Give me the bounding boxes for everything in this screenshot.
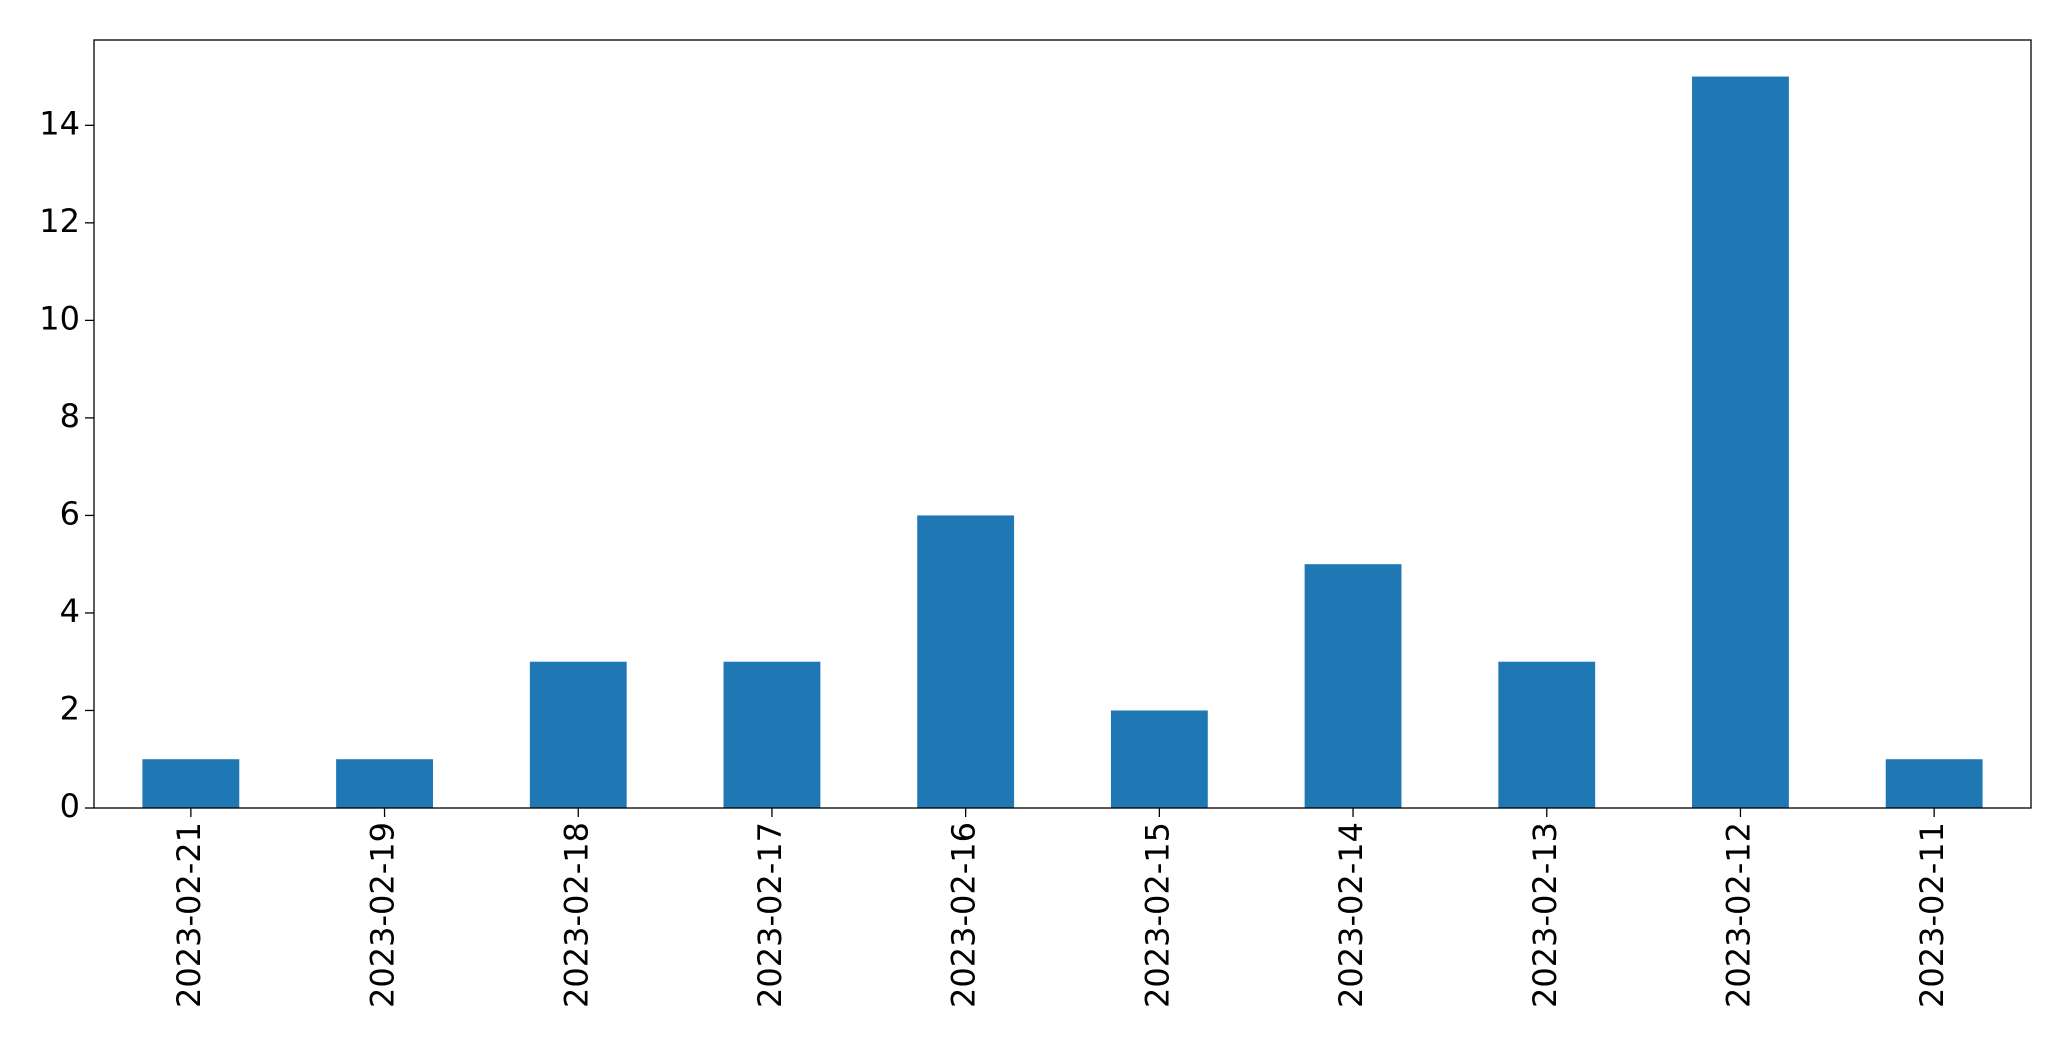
- bar: [1304, 564, 1402, 808]
- x-tick-label: 2023-02-11: [1913, 822, 1951, 1008]
- x-tick-label: 2023-02-15: [1138, 822, 1176, 1008]
- bar: [142, 759, 240, 808]
- y-tick-label: 2: [60, 689, 80, 727]
- y-tick-label: 14: [39, 104, 80, 142]
- bar: [1498, 661, 1596, 808]
- x-tick-label: 2023-02-16: [945, 822, 983, 1008]
- y-tick-label: 6: [60, 494, 80, 532]
- y-tick-label: 12: [39, 202, 80, 240]
- bar: [529, 661, 627, 808]
- plot-frame: [93, 39, 2032, 809]
- x-tick-label: 2023-02-14: [1332, 822, 1370, 1008]
- bar: [1110, 710, 1208, 808]
- x-tick-label: 2023-02-21: [170, 822, 208, 1008]
- y-tick-label: 8: [60, 397, 80, 435]
- x-tick-label: 2023-02-13: [1526, 822, 1564, 1008]
- y-tick-label: 4: [60, 592, 80, 630]
- x-tick-label: 2023-02-12: [1719, 822, 1757, 1008]
- x-tick-label: 2023-02-19: [364, 822, 402, 1008]
- bar: [336, 759, 433, 808]
- y-tick-label: 10: [39, 299, 80, 337]
- bar: [1692, 76, 1789, 809]
- y-tick-label: 0: [60, 787, 80, 825]
- x-tick-label: 2023-02-18: [557, 822, 595, 1008]
- bar: [917, 515, 1015, 808]
- x-tick-label: 2023-02-17: [751, 822, 789, 1008]
- bar: [1885, 759, 1983, 808]
- bar: [723, 661, 821, 808]
